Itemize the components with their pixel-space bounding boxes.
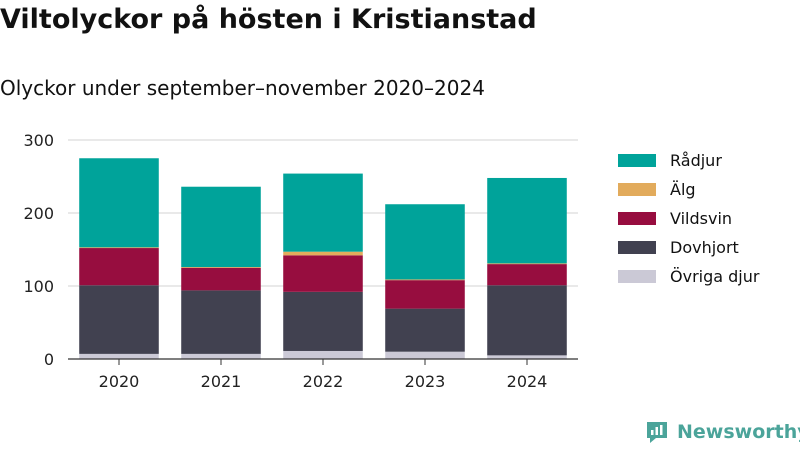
x-tick-label: 2020 xyxy=(99,372,140,391)
legend-swatch xyxy=(618,241,656,254)
bar-segment xyxy=(487,177,567,264)
bar-segment xyxy=(181,267,261,268)
legend-swatch xyxy=(618,212,656,225)
legend-label: Dovhjort xyxy=(670,238,739,257)
bar-segment xyxy=(283,291,363,351)
bar-segment xyxy=(487,355,567,359)
bar-segment xyxy=(79,158,159,248)
x-tick-label: 2021 xyxy=(201,372,242,391)
bar-segment xyxy=(181,353,261,359)
bar-segment xyxy=(283,350,363,359)
bar-segment xyxy=(385,280,465,309)
legend-item: Vildsvin xyxy=(618,204,759,233)
legend-item: Rådjur xyxy=(618,146,759,175)
chart-subtitle: Olyckor under september–november 2020–20… xyxy=(0,76,485,100)
newsworthy-logo-icon xyxy=(647,422,667,443)
y-tick-label: 300 xyxy=(23,131,54,150)
legend-item: Övriga djur xyxy=(618,262,759,291)
y-tick-label: 200 xyxy=(23,204,54,223)
legend-item: Dovhjort xyxy=(618,233,759,262)
legend-label: Övriga djur xyxy=(670,267,760,286)
legend-label: Älg xyxy=(670,180,696,199)
bar-segment xyxy=(181,290,261,354)
legend-label: Rådjur xyxy=(670,151,722,170)
legend-item: Älg xyxy=(618,175,759,204)
legend-label: Vildsvin xyxy=(670,209,733,228)
bar-segment xyxy=(79,248,159,286)
y-tick-label: 0 xyxy=(44,350,54,369)
bar-segment xyxy=(487,264,567,286)
bar-segment xyxy=(385,279,465,281)
chart-legend: Rådjur Älg Vildsvin Dovhjort Övriga djur xyxy=(618,146,759,291)
legend-swatch xyxy=(618,270,656,283)
chart-title: Viltolyckor på hösten i Kristianstad xyxy=(0,4,537,35)
bar-segment xyxy=(79,285,159,354)
bar-segment xyxy=(283,255,363,292)
bar-segment xyxy=(79,353,159,359)
x-tick-label: 2023 xyxy=(405,372,446,391)
bar-segment xyxy=(487,263,567,265)
bar-segment xyxy=(385,308,465,352)
bar-segment xyxy=(385,351,465,359)
legend-swatch xyxy=(618,183,656,196)
x-tick-label: 2022 xyxy=(303,372,344,391)
bar-segment xyxy=(181,186,261,268)
y-tick-label: 100 xyxy=(23,277,54,296)
bar-segment xyxy=(283,173,363,252)
brand-logo: Newsworthy xyxy=(645,420,800,444)
bar-segment xyxy=(181,267,261,291)
bar-segment xyxy=(79,247,159,249)
x-tick-label: 2024 xyxy=(507,372,548,391)
legend-swatch xyxy=(618,154,656,167)
brand-name: Newsworthy xyxy=(677,421,800,443)
bar-segment xyxy=(385,204,465,280)
bar-segment xyxy=(283,251,363,256)
bar-segment xyxy=(487,285,567,356)
